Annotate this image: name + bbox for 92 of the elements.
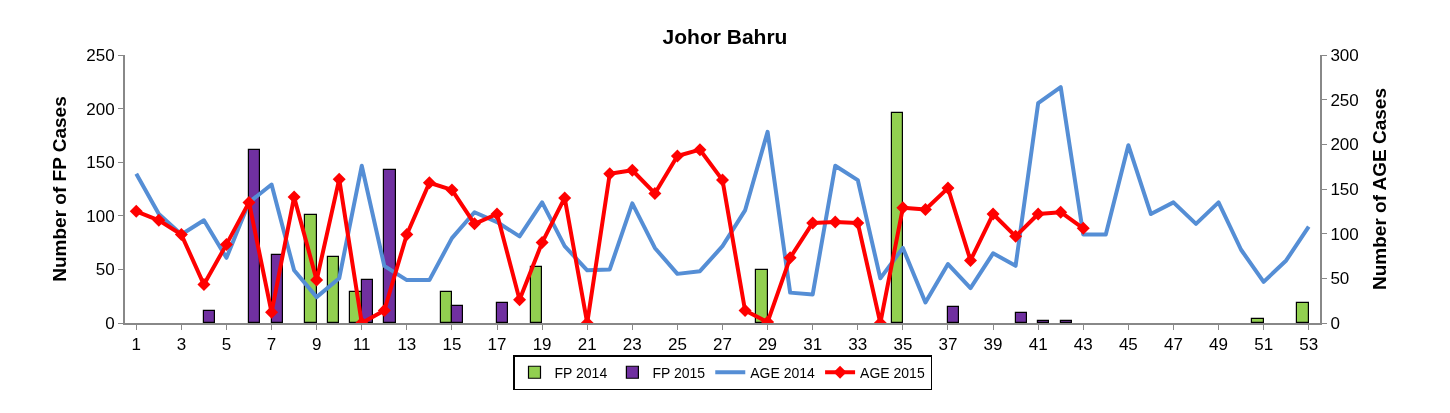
x-tick-label: 41 [1028,335,1048,355]
y2-tick-label: 200 [1330,135,1359,155]
x-tick-label: 39 [983,335,1003,355]
x-tick-label: 37 [938,335,958,355]
point [467,217,481,231]
bar [1250,317,1264,323]
point [490,207,504,221]
point [806,216,820,230]
x-tick-label: 51 [1254,335,1274,355]
point [377,303,391,317]
point [603,167,617,181]
point [174,228,188,242]
point [1031,207,1045,221]
y2-tick-label: 150 [1330,179,1359,199]
x-tick-label: 21 [577,335,597,355]
y-tick-label: 250 [86,45,115,65]
point [670,149,684,163]
x-tick-label: 23 [622,335,642,355]
x-tick-label: 31 [803,335,823,355]
point [941,181,955,195]
point [1009,229,1023,243]
point [625,163,639,177]
point [445,183,459,197]
x-tick-label: 7 [266,335,277,355]
point [422,176,436,190]
x-tick-label: 45 [1118,335,1138,355]
y-tick-label: 0 [105,313,115,333]
y2-tick-label: 0 [1330,313,1340,333]
x-tick-label: 47 [1163,335,1183,355]
legend-label: FP 2015 [652,364,706,381]
point [716,173,729,187]
point [219,237,233,251]
y2-tick-label: 250 [1330,90,1359,110]
point [242,195,256,209]
x-tick-label: 1 [131,335,141,355]
point [1076,221,1090,235]
point [400,228,414,242]
point [535,236,549,250]
x-tick-label: 11 [352,335,371,355]
x-tick-label: 3 [176,335,187,355]
point [738,303,752,317]
point [152,213,166,227]
bar [1059,319,1072,323]
point [1054,205,1068,219]
y-tick-label: 100 [86,206,115,226]
x-tick-label: 19 [532,335,552,355]
x-tick-label: 27 [713,335,732,355]
legend-label: AGE 2015 [860,364,925,381]
y2-axis-title: Number of AGE Cases [1369,87,1391,291]
point [693,143,707,157]
point [783,251,797,265]
x-tick-label: 29 [758,335,778,355]
bar [326,255,339,323]
x-tick-label: 25 [667,335,687,355]
point [964,253,978,267]
point [648,186,662,200]
point [197,278,211,292]
bar [1014,311,1027,323]
legend-label: AGE 2014 [750,364,816,381]
x-tick-label: 49 [1209,335,1228,355]
y-tick-label: 150 [86,153,115,173]
x-tick-label: 17 [487,335,507,355]
bar [495,301,508,323]
x-tick-label: 15 [442,335,462,355]
bar [946,305,959,323]
y2-tick-label: 50 [1330,269,1350,289]
bar [1295,301,1309,323]
chart-title: Johor Bahru [662,24,788,48]
y2-tick-label: 300 [1330,45,1359,65]
x-tick-label: 33 [848,335,868,355]
x-tick-label: 53 [1299,335,1319,355]
x-tick-label: 35 [893,335,913,355]
point [918,203,932,217]
bar [202,309,215,323]
y2-tick-label: 100 [1330,224,1359,244]
line-series [134,85,1311,305]
point [332,172,346,186]
x-tick-label: 5 [221,335,232,355]
y-tick-label: 50 [95,260,115,280]
point [828,215,842,229]
point [986,207,1000,221]
y-tick-label: 200 [86,99,115,119]
point [896,201,910,215]
point [851,216,865,230]
x-tick-label: 43 [1073,335,1093,355]
x-tick-label: 9 [311,335,322,355]
point [129,204,143,218]
bar [529,265,542,323]
bar [1036,319,1049,323]
legend-label: FP 2014 [554,364,608,381]
y-axis-title: Number of FP Cases [48,96,70,282]
x-tick-label: 13 [397,335,417,355]
